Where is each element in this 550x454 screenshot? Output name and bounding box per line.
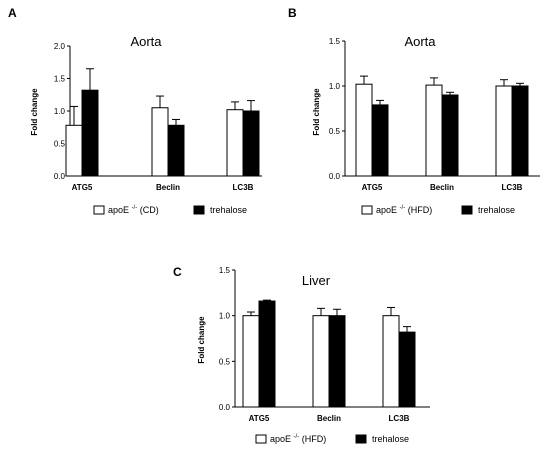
legend-swatch-series-1 — [255, 434, 267, 444]
bar-lc3b-series-2 — [398, 331, 416, 408]
y-tick-label: 0.5 — [219, 357, 231, 366]
x-tick-label-atg5: ATG5 — [72, 183, 93, 192]
legend-label-series-2: trehalose — [210, 205, 247, 215]
bar-lc3b-series-2 — [511, 85, 529, 177]
y-tick-label: 1.0 — [219, 312, 231, 321]
y-tick-label: 0.0 — [54, 172, 66, 181]
y-tick-label: 1.5 — [54, 75, 66, 84]
legend-swatch-series-2 — [461, 205, 473, 215]
legend-label-series-1: apoE -/- (HFD) — [270, 434, 326, 444]
panel-letter-a: A — [8, 6, 17, 20]
legend-swatch-series-1 — [93, 205, 105, 215]
bar-beclin-series-1 — [312, 315, 330, 408]
y-axis-label-c: Fold change — [197, 316, 206, 364]
chart-panel-a: A Aorta Fold change 0.0 0.5 1.0 1.5 2.0 ATG5 B… — [8, 6, 262, 215]
x-tick-label-lc3b: LC3B — [389, 414, 410, 423]
legend-label-series-2: trehalose — [478, 205, 515, 215]
y-tick-label: 0.5 — [329, 127, 341, 136]
y-tick-label: 1.0 — [329, 82, 341, 91]
x-tick-label-beclin: Beclin — [317, 414, 341, 423]
y-tick-label: 2.0 — [54, 42, 66, 51]
y-axis-label-b: Fold change — [312, 88, 321, 136]
bar-beclin-series-2 — [328, 315, 346, 408]
bar-beclin-series-1 — [425, 84, 443, 177]
y-tick-label: 0.0 — [329, 172, 341, 181]
bar-lc3b-series-1 — [382, 315, 400, 408]
y-tick-label: 1.0 — [54, 107, 66, 116]
bar-lc3b-series-1 — [226, 109, 244, 177]
legend-swatch-series-1 — [361, 205, 373, 215]
chart-title-b: Aorta — [404, 34, 436, 49]
y-axis-label-a: Fold change — [30, 88, 39, 136]
y-tick-label: 1.5 — [219, 266, 231, 275]
bar-lc3b-series-1 — [495, 85, 513, 177]
x-tick-label-lc3b: LC3B — [233, 183, 254, 192]
bar-beclin-series-2 — [167, 124, 185, 177]
chart-panel-b: B Aorta Fold change 0.0 0.5 1.0 1.5 ATG5 Becl… — [288, 6, 540, 215]
chart-panel-c: C Liver Fold change 0.0 0.5 1.0 1.5 ATG5 Becl… — [173, 265, 430, 444]
chart-title-c: Liver — [302, 273, 331, 288]
y-tick-label: 0.5 — [54, 140, 66, 149]
bar-atg5-series-1 — [242, 315, 260, 408]
y-tick-label: 1.5 — [329, 37, 341, 46]
legend-label-series-1: apoE -/- (CD) — [108, 205, 159, 215]
x-tick-label-lc3b: LC3B — [502, 183, 523, 192]
bar-beclin-series-1 — [151, 107, 169, 177]
x-tick-label-beclin: Beclin — [156, 183, 180, 192]
x-tick-label-atg5: ATG5 — [362, 183, 383, 192]
legend-swatch-series-2 — [355, 434, 367, 444]
bar-atg5-series-1 — [355, 83, 373, 177]
bar-atg5-series-2 — [371, 104, 389, 177]
legend-swatch-series-2 — [193, 205, 205, 215]
bar-lc3b-series-2 — [242, 110, 260, 177]
bar-beclin-series-2 — [441, 94, 459, 177]
y-tick-label: 0.0 — [219, 403, 231, 412]
legend-label-series-2: trehalose — [372, 434, 409, 444]
x-tick-label-beclin: Beclin — [430, 183, 454, 192]
panel-letter-c: C — [173, 265, 182, 279]
x-tick-label-atg5: ATG5 — [249, 414, 270, 423]
chart-title-a: Aorta — [130, 34, 162, 49]
legend-label-series-1: apoE -/- (HFD) — [376, 205, 432, 215]
panel-letter-b: B — [288, 6, 297, 20]
bar-atg5-series-2 — [258, 300, 276, 408]
bar-atg5-series-2 — [81, 89, 99, 177]
bar-atg5-series-1 — [65, 124, 83, 177]
